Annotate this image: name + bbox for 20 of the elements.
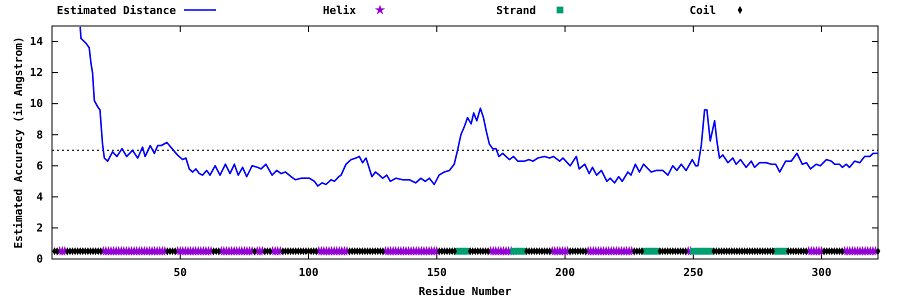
y-tick-label: 8 [36, 128, 43, 142]
x-tick-label: 200 [555, 266, 575, 279]
x-tick-label: 100 [298, 266, 318, 279]
y-tick-label: 12 [30, 66, 43, 80]
legend-label: Estimated Distance [56, 4, 176, 17]
x-tick-label: 150 [426, 266, 447, 279]
x-tick-label: 50 [174, 266, 187, 279]
legend-label: Strand [496, 4, 536, 17]
y-tick-label: 10 [30, 97, 43, 110]
y-tick-label: 2 [36, 221, 43, 234]
legend-label: Coil [690, 4, 716, 17]
y-tick-label: 0 [36, 252, 43, 266]
y-tick-label: 6 [36, 159, 44, 172]
x-tick-label: 300 [812, 266, 832, 279]
x-axis-title: Residue Number [418, 285, 512, 298]
y-axis-title: Estimated Accuracy (in Angstrom) [12, 36, 25, 248]
y-tick-label: 4 [36, 190, 44, 204]
x-tick-label: 250 [683, 266, 704, 279]
legend-label: Helix [322, 4, 356, 17]
y-tick-label: 14 [30, 35, 44, 48]
